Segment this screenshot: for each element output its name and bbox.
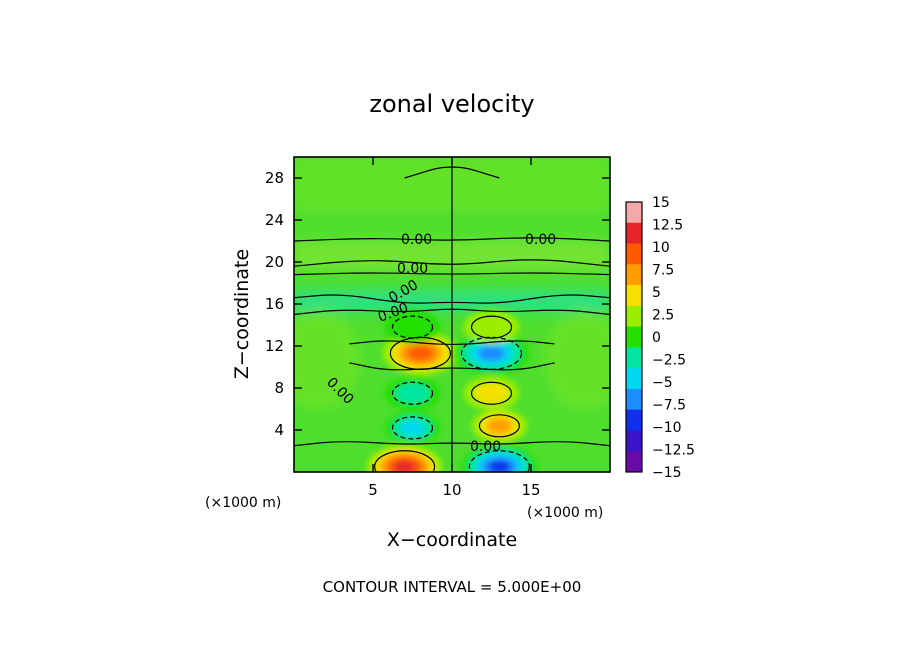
colorbar-label: −10 xyxy=(652,420,682,436)
contour-interval-note: CONTOUR INTERVAL = 5.000E+00 xyxy=(323,578,582,596)
colorbar-label: −12.5 xyxy=(652,443,695,459)
contour-line xyxy=(478,414,520,438)
colorbar-label: 10 xyxy=(652,240,670,256)
colorbar-label: 2.5 xyxy=(652,308,674,324)
colorbar-swatch xyxy=(626,326,642,348)
colorbar-label: 7.5 xyxy=(652,263,674,279)
contour-line xyxy=(470,381,513,405)
y-tick-label: 24 xyxy=(265,211,284,229)
x-unit-right: (×1000 m) xyxy=(527,505,603,521)
field-feature xyxy=(407,345,434,362)
colorbar-swatch xyxy=(626,451,642,473)
x-tick-label: 5 xyxy=(368,481,378,499)
contour-label: 0.00 xyxy=(525,232,556,248)
colorbar-label: 12.5 xyxy=(652,218,683,234)
colorbar-label: 15 xyxy=(652,195,670,211)
colorbar-swatch xyxy=(626,222,642,244)
colorbar-swatch xyxy=(626,264,642,286)
x-tick-label: 10 xyxy=(442,481,461,499)
colorbar-label: 0 xyxy=(652,330,661,346)
colorbar-swatch xyxy=(626,430,642,452)
colorbar-label: −5 xyxy=(652,375,673,391)
contour-line xyxy=(391,416,434,440)
y-tick-label: 16 xyxy=(265,295,284,313)
colorbar-swatch xyxy=(626,409,642,431)
contour-label: 0.00 xyxy=(401,232,432,248)
contour-label: 0.00 xyxy=(397,261,428,277)
field-feature xyxy=(400,420,425,436)
band-side-left xyxy=(294,310,360,410)
contour-line xyxy=(374,450,436,472)
colorbar-swatch xyxy=(626,388,642,410)
colorbar-label: −15 xyxy=(652,465,682,481)
colorbar-swatch xyxy=(626,347,642,369)
y-tick-label: 20 xyxy=(265,253,284,271)
field-feature xyxy=(478,345,505,362)
colorbar-label: −2.5 xyxy=(652,353,686,369)
field-feature xyxy=(393,460,416,472)
y-tick-label: 28 xyxy=(265,169,284,187)
chart-title: zonal velocity xyxy=(369,90,534,118)
y-tick-label: 4 xyxy=(274,421,284,439)
field-feature xyxy=(486,418,512,434)
field-feature xyxy=(488,460,511,472)
x-tick-label: 15 xyxy=(521,481,540,499)
colorbar-swatch xyxy=(626,305,642,327)
contour-line xyxy=(468,450,530,472)
plot-area xyxy=(294,157,610,472)
colorbar-label: 5 xyxy=(652,285,661,301)
colorbar-swatch xyxy=(626,243,642,265)
band-side-right xyxy=(545,310,610,410)
colorbar-swatch xyxy=(626,202,642,224)
colorbar-swatch xyxy=(626,368,642,390)
contour-line xyxy=(470,315,513,339)
contour-line xyxy=(391,315,434,339)
field-feature xyxy=(474,382,509,404)
x-axis-label: X−coordinate xyxy=(387,529,517,551)
contour-label: 0.00 xyxy=(470,439,501,455)
colorbar-frame xyxy=(625,201,643,473)
x-unit-left: (×1000 m) xyxy=(205,495,281,511)
contour-line xyxy=(391,381,434,405)
colorbar-swatch xyxy=(626,285,642,307)
colorbar-label: −7.5 xyxy=(652,398,686,414)
y-tick-label: 12 xyxy=(265,337,284,355)
y-axis-label: Z−coordinate xyxy=(231,249,253,379)
y-tick-label: 8 xyxy=(274,379,284,397)
field-feature xyxy=(395,382,430,404)
